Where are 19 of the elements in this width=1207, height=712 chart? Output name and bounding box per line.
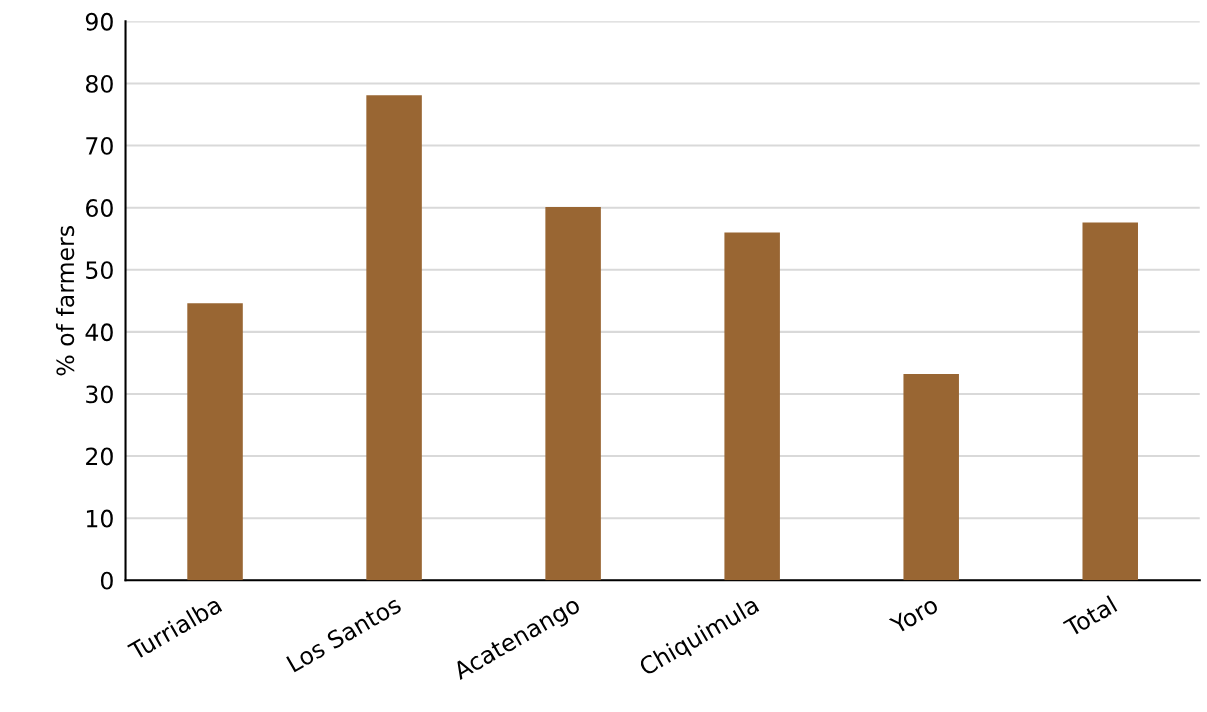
y-axis-title: % of farmers [55,226,75,376]
y-tick-label: 90 [85,12,113,31]
y-tick-label: 0 [100,571,113,590]
bar [366,95,422,581]
bar [187,303,243,581]
bar [1082,222,1138,581]
y-tick-label: 70 [86,137,113,155]
y-tick-label: 20 [86,447,113,466]
y-tick-label: 40 [85,323,113,342]
bar [903,374,959,581]
y-tick-label: 30 [86,385,113,404]
bar [724,232,780,581]
y-tick-label: 50 [86,261,113,280]
y-tick-label: 60 [86,199,113,217]
y-tick-label: 80 [85,74,113,93]
bar [545,207,601,581]
x-tick-label: Yoro [888,595,940,635]
x-tick-label: Total [1062,595,1118,638]
y-tick-label: 10 [86,509,113,528]
